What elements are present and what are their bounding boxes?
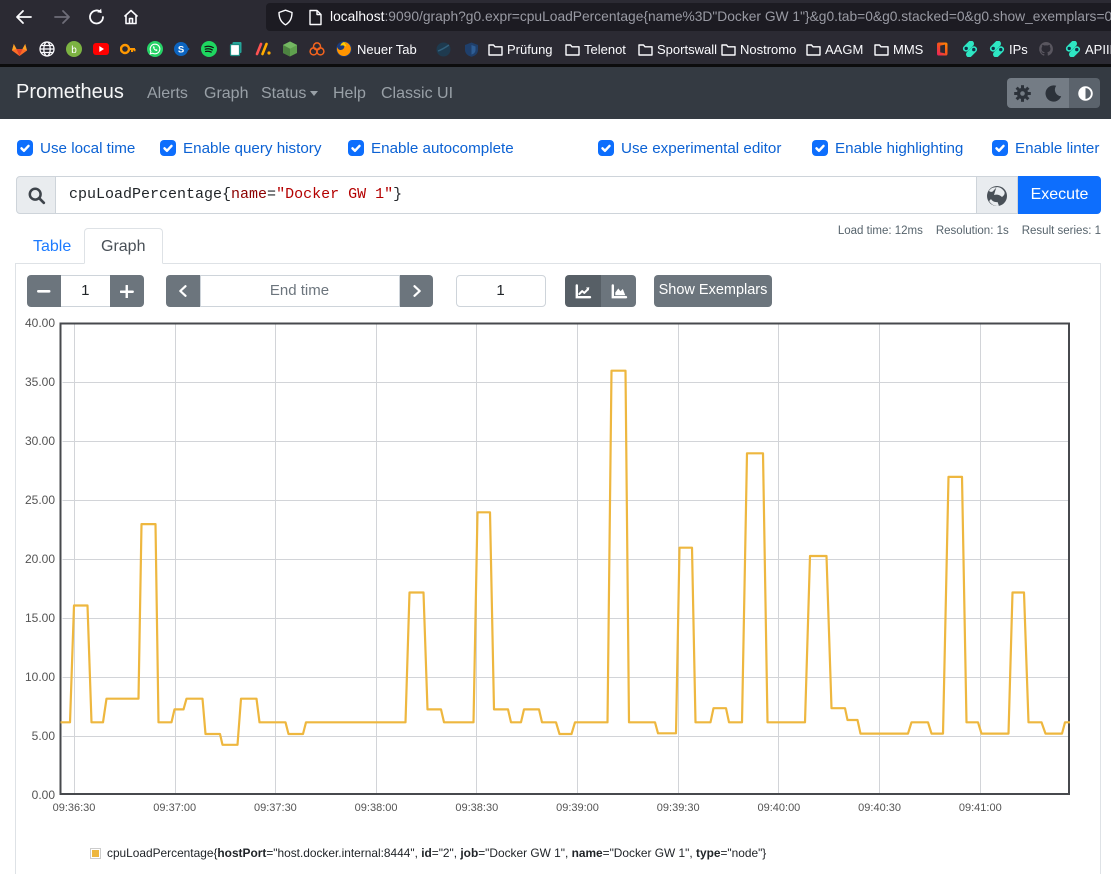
svg-text:09:39:00: 09:39:00	[556, 802, 599, 814]
svg-text:S: S	[178, 45, 184, 56]
svg-text:25.00: 25.00	[25, 493, 55, 507]
svg-text:09:37:30: 09:37:30	[254, 802, 297, 814]
svg-text:09:38:30: 09:38:30	[455, 802, 498, 814]
svg-text:09:37:00: 09:37:00	[153, 802, 196, 814]
svg-text:20.00: 20.00	[25, 552, 55, 566]
svg-text:10.00: 10.00	[25, 670, 55, 684]
svg-text:40.00: 40.00	[25, 316, 55, 330]
svg-text:09:41:00: 09:41:00	[959, 802, 1002, 814]
svg-text:09:38:00: 09:38:00	[355, 802, 398, 814]
svg-text:35.00: 35.00	[25, 375, 55, 389]
svg-text:09:39:30: 09:39:30	[657, 802, 700, 814]
svg-text:30.00: 30.00	[25, 434, 55, 448]
svg-text:5.00: 5.00	[32, 729, 56, 743]
svg-text:09:40:00: 09:40:00	[757, 802, 800, 814]
svg-text:b: b	[71, 45, 77, 56]
svg-text:09:40:30: 09:40:30	[858, 802, 901, 814]
svg-text:09:36:30: 09:36:30	[53, 802, 96, 814]
svg-text:15.00: 15.00	[25, 611, 55, 625]
svg-text:0.00: 0.00	[32, 788, 56, 802]
